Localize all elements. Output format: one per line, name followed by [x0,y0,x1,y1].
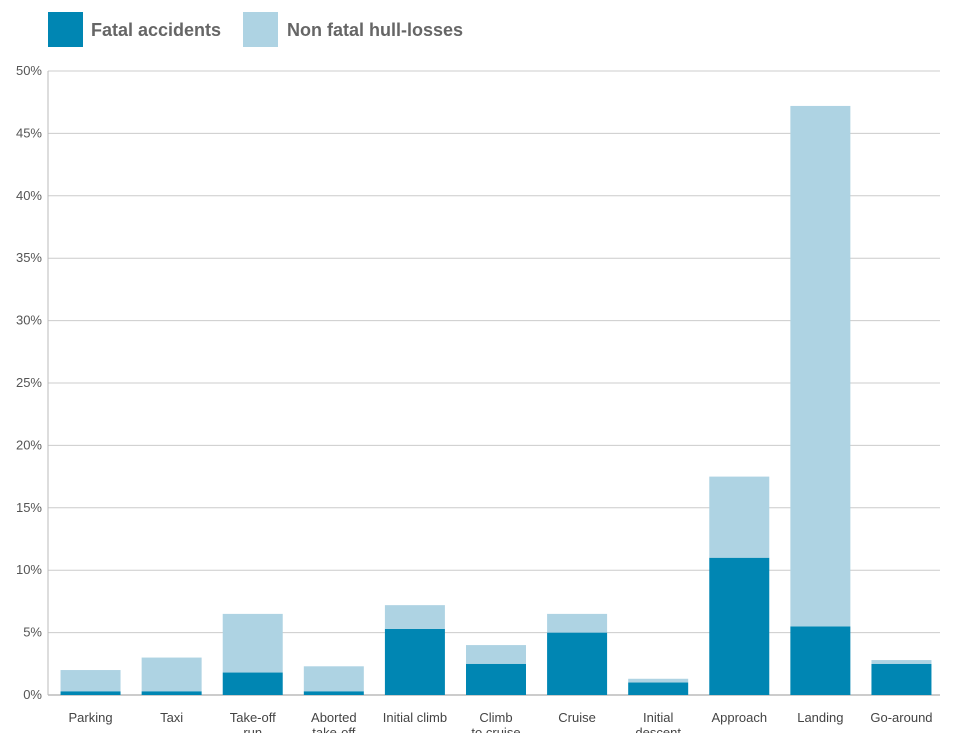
x-category-label-line: Go-around [870,710,932,725]
x-category-label: Initial descent [635,710,681,733]
x-category-label: Taxi [160,710,183,725]
x-category-label-line: Cruise [558,710,596,725]
legend-swatch [48,12,83,47]
bar-fatal-2 [222,672,283,695]
x-category-label-line: Landing [797,710,843,725]
y-tick-label: 15% [16,500,42,515]
bar-fatal-9 [790,626,851,695]
legend-label: Fatal accidents [91,20,221,40]
bar-fatal-4 [384,628,445,695]
x-category-label: Approach [711,710,767,725]
x-category-label-line: run [243,725,262,733]
legend: Fatal accidents Non fatal hull-losses [48,12,463,47]
y-tick-label: 50% [16,63,42,78]
legend-label: Non fatal hull-losses [287,20,463,40]
y-axis-ticks: 0% 5% 10% 15% 20% 25% 30% 35% 40% 45% 50% [16,63,42,702]
y-tick-label: 5% [23,625,42,640]
x-category-label-line: Initial [643,710,673,725]
y-tick-label: 10% [16,562,42,577]
y-tick-label: 25% [16,375,42,390]
bar-fatal-6 [547,632,608,695]
y-tick-label: 35% [16,250,42,265]
x-category-label: Take-off run [230,710,276,733]
x-category-label-line: take-off [312,725,356,733]
x-category-label: Climb to cruise [471,710,520,733]
x-category-label-line: Initial climb [383,710,447,725]
legend-swatch [243,12,278,47]
bar-nonfatal-1 [141,657,202,692]
x-category-label: Cruise [558,710,596,725]
bar-nonfatal-7 [628,678,689,683]
bar-nonfatal-10 [871,660,932,664]
bar-fatal-7 [628,682,689,695]
y-tick-label: 0% [23,687,42,702]
bar-nonfatal-9 [790,105,851,627]
bar-nonfatal-6 [547,613,608,633]
x-category-label-line: descent [635,725,681,733]
x-category-label: Initial climb [383,710,447,725]
y-tick-label: 40% [16,188,42,203]
x-category-label-line: Climb [479,710,512,725]
bar-nonfatal-8 [709,476,770,558]
bar-nonfatal-4 [384,605,445,629]
bar-nonfatal-3 [303,666,364,692]
y-tick-label: 20% [16,437,42,452]
bar-fatal-1 [141,691,202,695]
x-axis-labels: Parking Taxi Take-off run Aborted take-off Ini… [69,710,933,733]
bar-fatal-3 [303,691,364,695]
x-category-label-line: Parking [69,710,113,725]
bar-fatal-10 [871,663,932,695]
x-category-label-line: Aborted [311,710,357,725]
bars [60,105,932,695]
x-category-label-line: to cruise [471,725,520,733]
bar-fatal-0 [60,691,121,695]
bar-nonfatal-2 [222,613,283,673]
y-tick-label: 45% [16,125,42,140]
x-category-label: Aborted take-off [311,710,357,733]
x-category-label: Go-around [870,710,932,725]
bar-fatal-8 [709,557,770,695]
x-category-label: Landing [797,710,843,725]
bar-nonfatal-0 [60,670,121,692]
x-category-label: Parking [69,710,113,725]
y-tick-label: 30% [16,313,42,328]
x-category-label-line: Approach [711,710,767,725]
bar-nonfatal-5 [466,645,526,664]
x-category-label-line: Taxi [160,710,183,725]
bar-fatal-5 [466,663,526,695]
x-category-label-line: Take-off [230,710,276,725]
